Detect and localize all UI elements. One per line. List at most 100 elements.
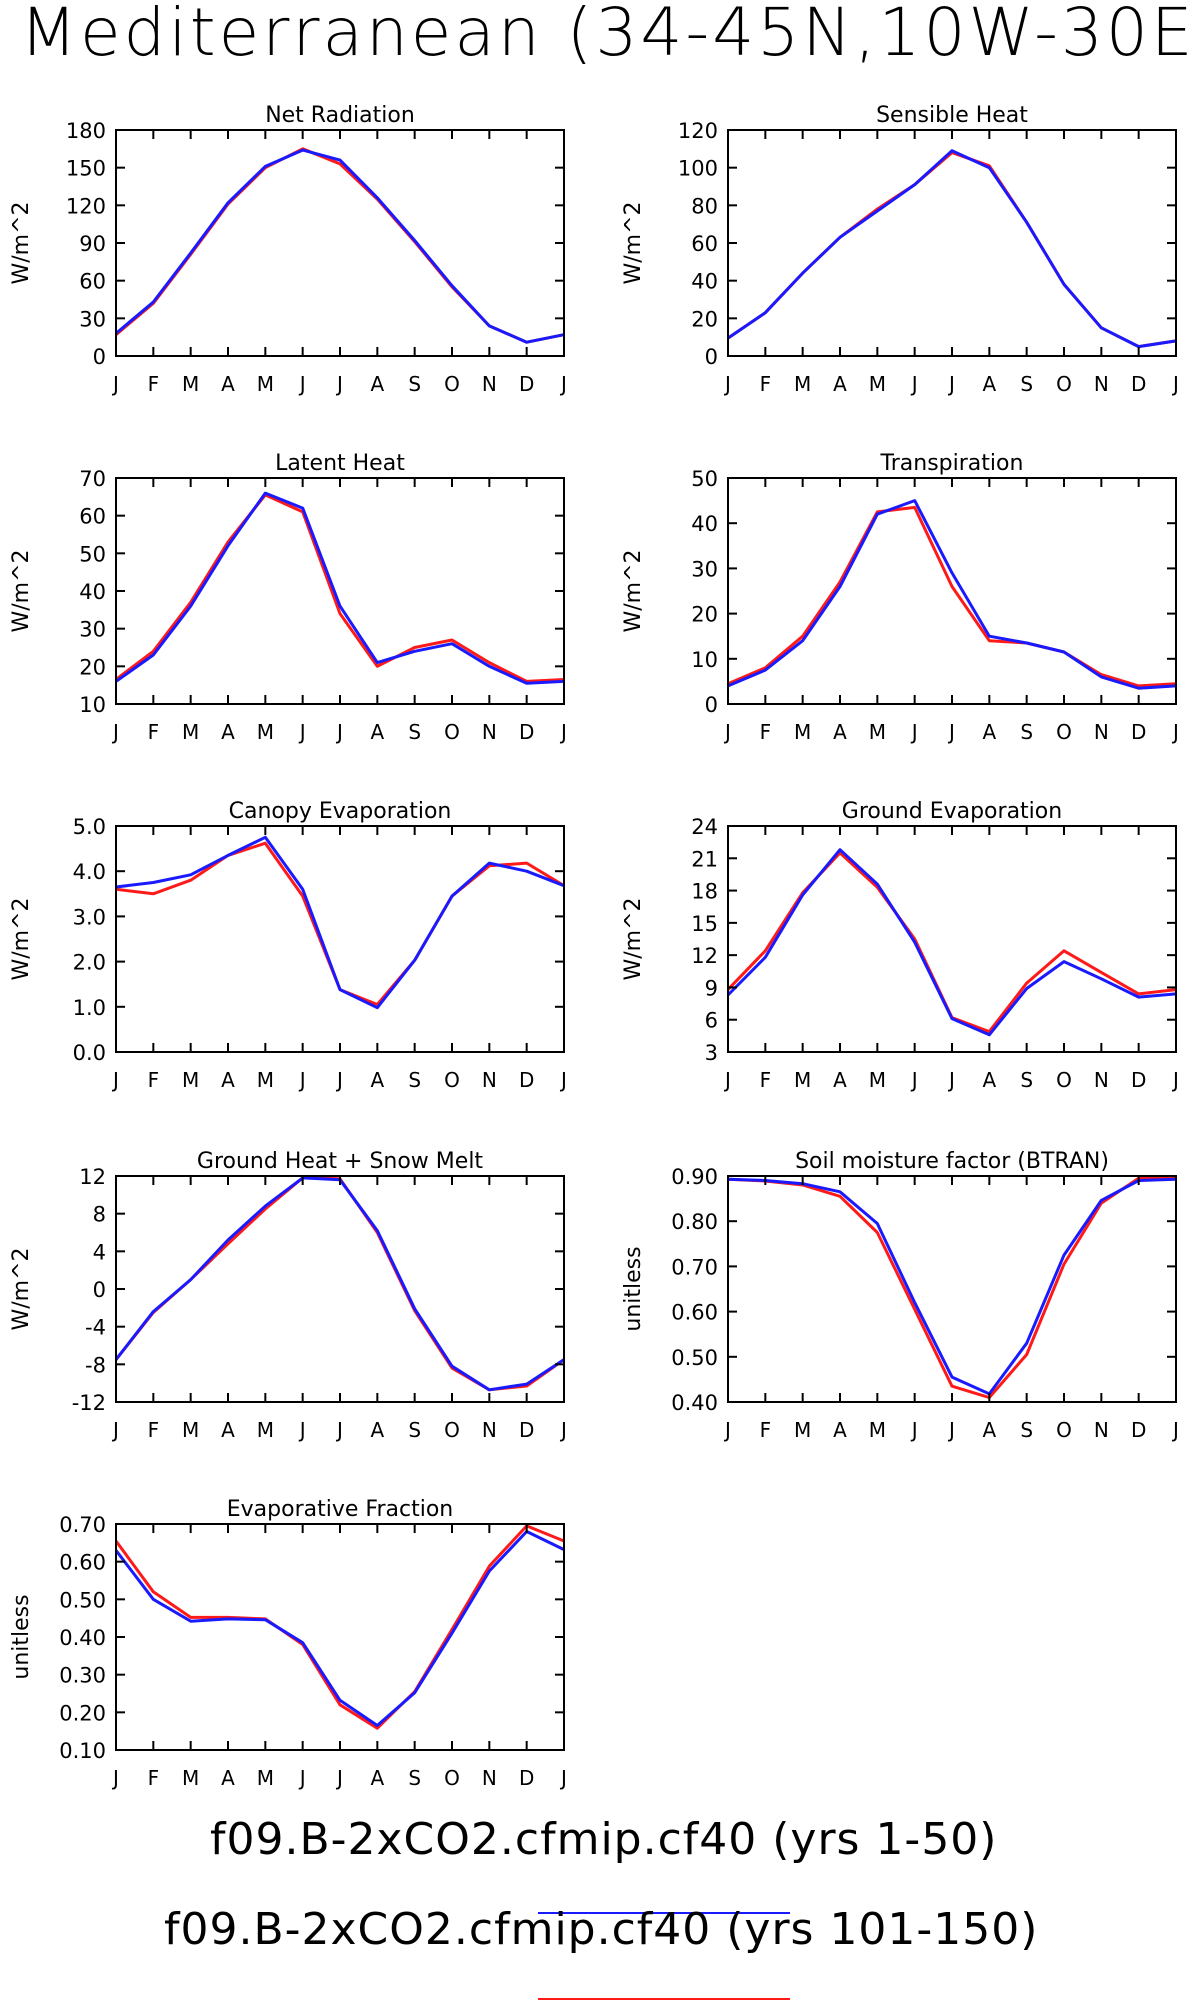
- plot-frame: [727, 1175, 1177, 1403]
- x-tick-label: J: [947, 1418, 955, 1442]
- series-line-1: [115, 148, 565, 344]
- x-tick-label: J: [1171, 372, 1179, 396]
- x-tick-label: J: [559, 372, 567, 396]
- y-tick-label: 10: [79, 693, 106, 717]
- x-tick-label: J: [910, 1418, 918, 1442]
- panel-title: Transpiration: [880, 451, 1024, 476]
- x-tick-label: A: [221, 1418, 235, 1442]
- x-tick-label: M: [182, 1418, 199, 1442]
- x-tick-label: J: [910, 1068, 918, 1092]
- plot-frame: [115, 825, 565, 1053]
- y-tick-label: 150: [66, 157, 106, 181]
- x-tick-label: J: [947, 1068, 955, 1092]
- y-tick-label: 0.50: [59, 1588, 106, 1612]
- series-line-2: [115, 147, 565, 344]
- y-tick-label: 1.0: [73, 996, 106, 1020]
- x-tick-label: J: [111, 720, 119, 744]
- y-tick-label: 180: [66, 119, 106, 143]
- panel-title: Soil moisture factor (BTRAN): [795, 1149, 1109, 1174]
- y-tick-label: -8: [85, 1353, 106, 1377]
- y-tick-label: 0.70: [671, 1255, 718, 1279]
- x-tick-label: N: [1094, 1068, 1109, 1092]
- y-tick-label: 8: [93, 1203, 106, 1227]
- y-axis-label: W/m^2: [9, 897, 34, 980]
- x-tick-label: J: [1171, 1418, 1179, 1442]
- y-tick-label: 0: [93, 345, 106, 369]
- y-tick-label: 24: [691, 815, 718, 839]
- legend-run1-swatch: [538, 1912, 790, 1914]
- x-tick-label: F: [148, 372, 160, 396]
- y-axis-label: W/m^2: [621, 549, 646, 632]
- x-tick-label: M: [182, 372, 199, 396]
- x-tick-label: D: [519, 1766, 534, 1790]
- x-tick-label: M: [257, 372, 274, 396]
- y-tick-label: 0.90: [671, 1165, 718, 1189]
- y-tick-label: 0.40: [59, 1626, 106, 1650]
- x-tick-label: M: [257, 1418, 274, 1442]
- y-tick-label: 30: [79, 618, 106, 642]
- series-line-1: [727, 1177, 1177, 1396]
- y-tick-label: -12: [72, 1391, 106, 1415]
- series-line-1: [114, 1176, 565, 1392]
- x-tick-label: J: [298, 1068, 306, 1092]
- x-tick-label: M: [794, 1418, 811, 1442]
- x-tick-label: J: [298, 372, 306, 396]
- x-tick-label: O: [444, 372, 460, 396]
- y-tick-label: 12: [691, 944, 718, 968]
- panel-title: Latent Heat: [275, 451, 405, 476]
- panel-title: Net Radiation: [265, 103, 415, 128]
- x-tick-label: J: [723, 720, 731, 744]
- x-tick-label: A: [982, 1418, 996, 1442]
- panel-title: Sensible Heat: [876, 103, 1028, 128]
- y-axis-label: W/m^2: [9, 549, 34, 632]
- x-tick-label: S: [408, 720, 421, 744]
- x-tick-label: A: [833, 720, 847, 744]
- x-tick-label: D: [519, 1068, 534, 1092]
- x-tick-label: N: [482, 720, 497, 744]
- x-tick-label: F: [148, 1418, 160, 1442]
- x-tick-label: A: [833, 372, 847, 396]
- x-tick-label: A: [833, 1068, 847, 1092]
- panel-title: Ground Evaporation: [842, 799, 1062, 824]
- y-axis-label: W/m^2: [621, 897, 646, 980]
- x-tick-label: O: [1056, 372, 1072, 396]
- y-tick-label: 4.0: [73, 860, 106, 884]
- x-tick-label: M: [182, 1766, 199, 1790]
- x-tick-label: A: [982, 1068, 996, 1092]
- panel-9: J F M A M J J A S O N D J0.100.200.300.400.500.600.7…: [9, 1497, 567, 1790]
- x-tick-label: A: [221, 1766, 235, 1790]
- x-tick-label: D: [519, 1418, 534, 1442]
- x-tick-label: F: [148, 1766, 160, 1790]
- x-tick-label: J: [335, 1418, 343, 1442]
- series-line-2: [114, 1176, 565, 1392]
- x-tick-label: J: [1171, 720, 1179, 744]
- x-tick-label: O: [444, 720, 460, 744]
- y-tick-label: 20: [691, 603, 718, 627]
- x-tick-label: O: [1056, 1068, 1072, 1092]
- x-tick-label: F: [760, 1068, 772, 1092]
- y-tick-label: -4: [85, 1316, 106, 1340]
- x-tick-label: O: [1056, 720, 1072, 744]
- x-tick-label: A: [221, 720, 235, 744]
- y-tick-label: 50: [691, 467, 718, 491]
- x-tick-label: D: [519, 720, 534, 744]
- y-tick-label: 90: [79, 232, 106, 256]
- panel-4: J F M A M J J A S O N D J01020304050TranspirationW/m…: [621, 451, 1179, 744]
- y-tick-label: 60: [79, 505, 106, 529]
- x-tick-label: F: [148, 720, 160, 744]
- y-tick-label: 100: [678, 157, 718, 181]
- x-tick-label: N: [482, 1418, 497, 1442]
- x-tick-label: M: [869, 720, 886, 744]
- x-tick-label: O: [444, 1068, 460, 1092]
- y-tick-label: 0.60: [59, 1551, 106, 1575]
- x-tick-label: N: [482, 1766, 497, 1790]
- x-tick-label: A: [221, 1068, 235, 1092]
- x-tick-label: J: [111, 1766, 119, 1790]
- legend-run2-swatch: [538, 1998, 790, 2000]
- x-tick-label: J: [559, 1068, 567, 1092]
- x-tick-label: D: [1131, 372, 1146, 396]
